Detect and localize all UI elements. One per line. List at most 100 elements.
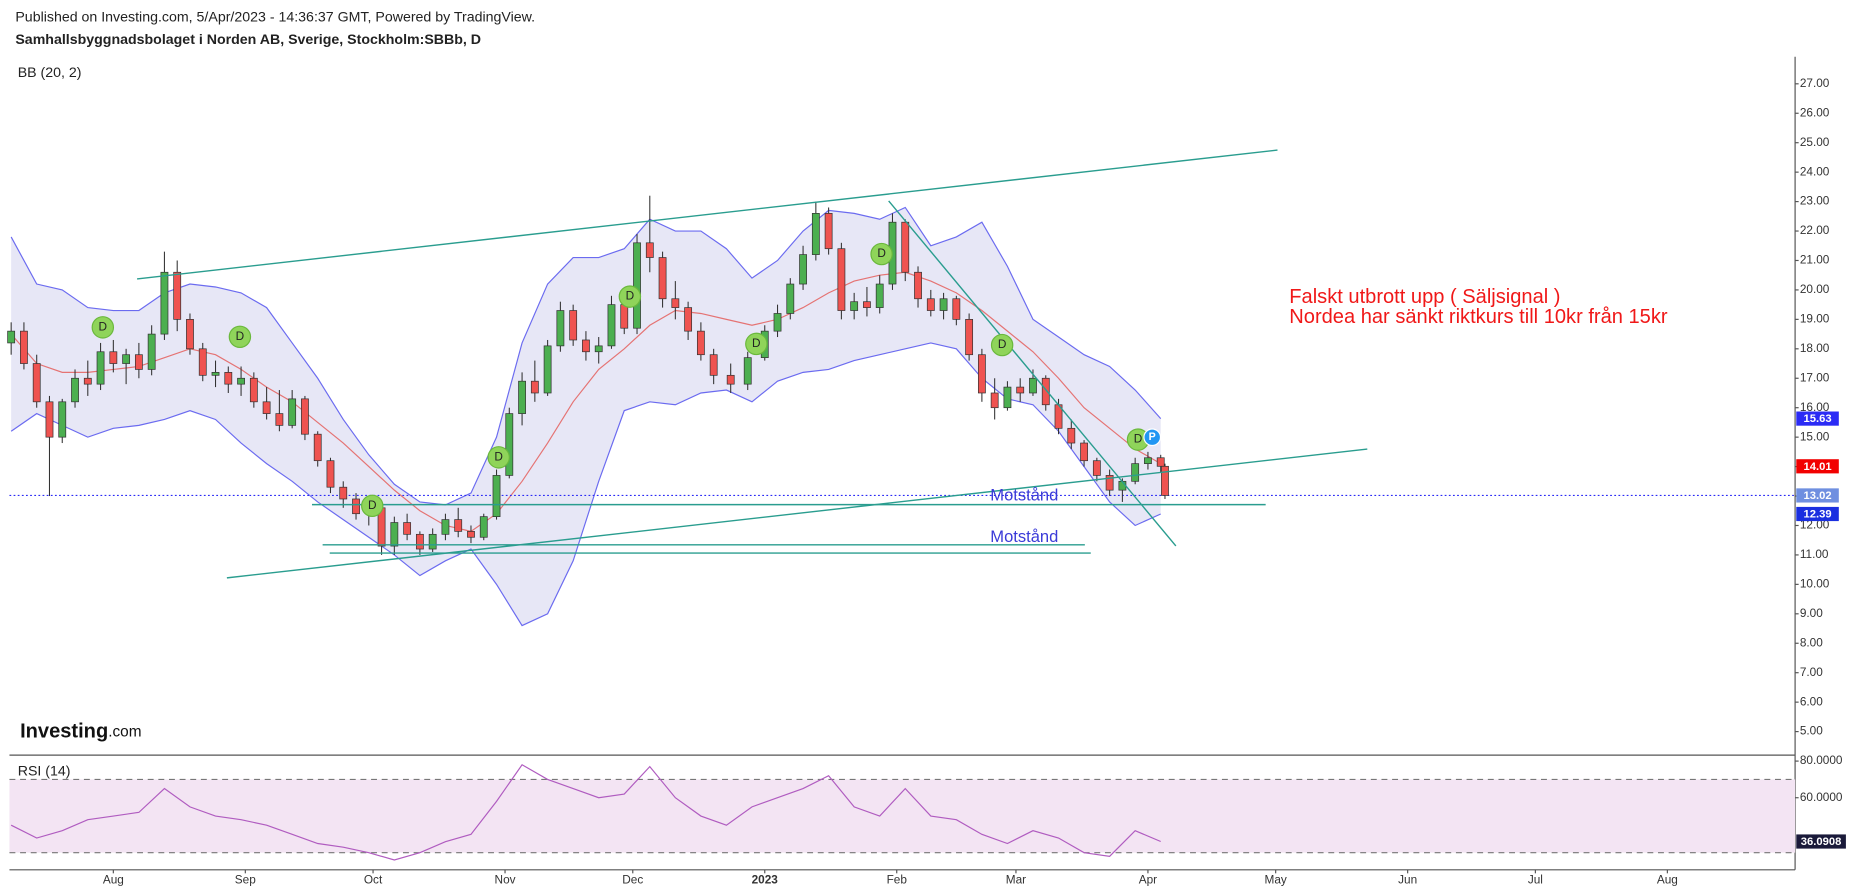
candle-body: [262, 401, 271, 414]
candle-body: [428, 533, 437, 550]
dividend-marker-label: D: [998, 337, 1007, 351]
candle-body: [505, 413, 514, 476]
plot-marks: [7, 195, 1169, 861]
candle-body: [977, 354, 986, 394]
dividend-marker-label: D: [626, 289, 635, 303]
dividend-marker[interactable]: D: [487, 446, 510, 469]
candle-body: [313, 433, 322, 462]
candle-body: [1080, 442, 1088, 462]
candle-body: [83, 377, 92, 385]
candle-body: [799, 254, 807, 285]
y-tick-label: 11.00: [1800, 547, 1829, 561]
candle-body: [479, 516, 488, 538]
candle-body: [901, 221, 910, 273]
candle-body: [492, 475, 501, 518]
x-tick-label: Sep: [235, 873, 256, 887]
candle-body: [914, 271, 922, 300]
candle-body: [32, 363, 41, 403]
dividend-marker[interactable]: D: [870, 242, 893, 266]
y-tick-label: 26.00: [1800, 105, 1830, 119]
y-tick-label: 7.00: [1800, 665, 1823, 679]
dividend-marker-label: D: [1134, 432, 1143, 446]
candle-body: [454, 519, 463, 532]
annotation: Falskt utbrott upp ( Säljsignal ): [1289, 286, 1560, 308]
y-tick-label: 8.00: [1800, 635, 1823, 649]
candle-body: [1003, 386, 1012, 409]
candle-body: [1131, 463, 1140, 482]
candle-body: [582, 339, 590, 353]
y-tick-label: 10.00: [1800, 576, 1830, 590]
x-tick-label: Dec: [622, 873, 643, 887]
y-tick-label: 22.00: [1800, 223, 1830, 237]
x-tick-label: Mar: [1006, 873, 1026, 887]
candle-body: [186, 319, 194, 350]
resistance-label: Motstånd: [990, 527, 1058, 546]
candle-body: [786, 283, 795, 314]
candle-body: [198, 348, 207, 376]
dividend-marker[interactable]: D: [745, 332, 768, 356]
price-tag: [1796, 488, 1839, 503]
dividend-marker[interactable]: D: [618, 285, 642, 308]
candle-body: [58, 401, 67, 438]
logo-suffix: .com: [108, 724, 141, 741]
dividend-marker[interactable]: D: [91, 316, 115, 339]
level-fill: [9, 779, 1796, 853]
candle-body: [773, 313, 782, 332]
candle-body: [275, 413, 284, 426]
candle-body: [645, 242, 654, 258]
candle-body: [743, 357, 752, 385]
indicator-label: BB (20, 2): [18, 65, 82, 81]
event-markers: D D D D D D D D D P: [91, 242, 1162, 518]
candle-body: [173, 271, 182, 320]
dividend-marker-label: D: [752, 336, 761, 350]
trend-line: [226, 448, 1368, 579]
x-tick-label: May: [1265, 873, 1287, 887]
candle-body: [288, 398, 297, 426]
dividend-marker-label: D: [494, 449, 503, 463]
price-tag: [1796, 506, 1839, 522]
candle-body: [684, 307, 693, 332]
y-tick-label: 24.00: [1800, 164, 1830, 178]
candle-body: [467, 531, 475, 538]
dividend-marker[interactable]: D: [990, 333, 1014, 357]
candle-body: [326, 460, 335, 488]
candle-body: [811, 213, 820, 255]
price-tag-label: 36.0908: [1801, 836, 1842, 848]
candle-body: [160, 271, 169, 335]
dividend-marker-label: D: [368, 498, 377, 512]
candle-body: [556, 310, 565, 347]
y-tick-label: 15.00: [1800, 429, 1830, 443]
dividend-marker-label: D: [99, 319, 108, 333]
published-line: Published on Investing.com, 5/Apr/2023 -…: [15, 9, 535, 25]
dividend-marker-label: D: [236, 329, 245, 343]
rsi-title: RSI (14): [18, 763, 71, 779]
x-tick-label: 2023: [752, 873, 779, 887]
candle-body: [658, 257, 667, 300]
candle-body: [875, 283, 884, 308]
event-marker[interactable]: P: [1143, 428, 1162, 447]
candle-body: [990, 392, 999, 409]
candle-body: [939, 298, 948, 311]
y-tick-label: 17.00: [1800, 370, 1830, 384]
logo-main: Investing: [20, 721, 108, 743]
candle-body: [109, 351, 118, 364]
y-tick-label: 18.00: [1800, 341, 1830, 355]
event-marker-label: P: [1149, 431, 1156, 443]
y-tick-label: 27.00: [1800, 76, 1830, 90]
candle-body: [518, 380, 526, 414]
candle-body: [863, 301, 871, 308]
y-tick-label: 6.00: [1800, 694, 1823, 708]
candle-body: [837, 248, 846, 311]
candle-body: [633, 242, 641, 329]
dividend-marker[interactable]: D: [228, 325, 252, 349]
candle-body: [1041, 377, 1050, 406]
candle-body: [824, 213, 833, 250]
candle-body: [224, 372, 233, 385]
dividend-marker[interactable]: D: [361, 494, 384, 518]
candle-body: [850, 301, 859, 311]
candle-body: [671, 298, 680, 308]
candle-body: [147, 333, 156, 370]
price-tag-label: 13.02: [1804, 490, 1832, 502]
